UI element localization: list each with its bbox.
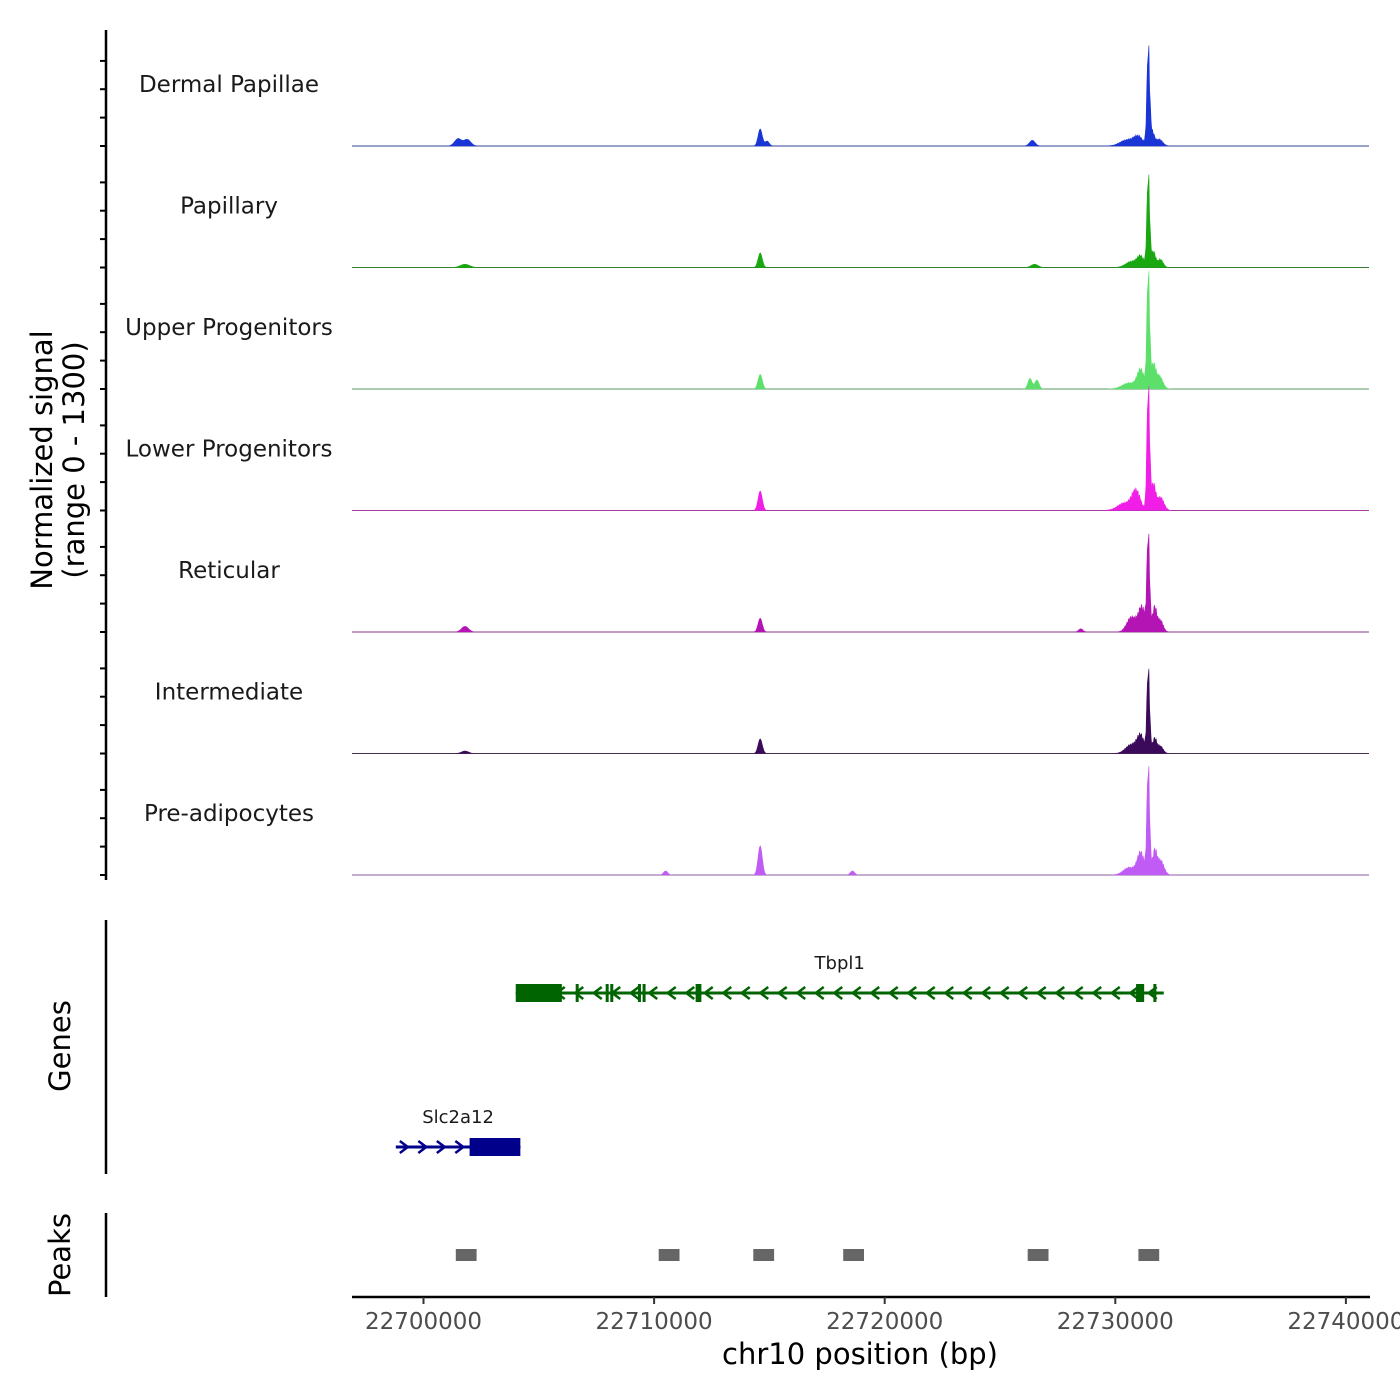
track-label: Dermal Papillae — [139, 72, 319, 98]
peak-region — [843, 1249, 864, 1261]
track-label: Intermediate — [155, 680, 303, 706]
coverage-track: Upper Progenitors — [125, 271, 1369, 390]
strand-chevron — [702, 986, 714, 1000]
coverage-area — [352, 45, 1369, 147]
coverage-area — [352, 533, 1369, 633]
x-tick-label: 22730000 — [1057, 1309, 1174, 1335]
strand-chevron — [1109, 986, 1121, 1000]
coverage-track: Papillary — [180, 174, 1369, 268]
coverage-y-ticks — [100, 59, 106, 876]
strand-chevron — [998, 986, 1010, 1000]
gene-name-label: Tbpl1 — [814, 953, 865, 974]
track-label: Pre-adipocytes — [144, 801, 314, 827]
gene-exon — [1153, 984, 1157, 1002]
genes-panel-label: Genes — [43, 1000, 77, 1092]
track-label: Reticular — [178, 558, 280, 584]
strand-chevron — [591, 986, 603, 1000]
strand-chevron — [573, 986, 584, 1000]
coverage-area — [352, 386, 1369, 511]
x-tick-label: 22700000 — [365, 1309, 482, 1335]
strand-chevron — [924, 986, 936, 1000]
coverage-track: Lower Progenitors — [126, 386, 1369, 511]
coverage-area — [352, 271, 1369, 390]
strand-chevron — [1017, 985, 1028, 1001]
strand-chevron — [980, 986, 991, 1000]
strand-chevron — [647, 986, 658, 1000]
strand-chevron — [758, 986, 769, 1000]
coverage-track: Reticular — [178, 533, 1369, 633]
coverage-area — [352, 668, 1369, 754]
gene-exon — [637, 984, 641, 1002]
gene-exon — [575, 984, 579, 1002]
x-axis-ticks: 22700000 22710000 22720000 22730000 22740000 — [365, 1297, 1400, 1335]
coverage-area — [352, 174, 1369, 268]
strand-chevron — [1128, 986, 1139, 1000]
strand-chevron — [399, 1140, 410, 1154]
peak-region — [455, 1249, 477, 1261]
strand-chevron — [665, 986, 677, 1000]
strand-chevron — [1035, 986, 1047, 1000]
strand-chevron — [943, 986, 954, 1000]
gene-exon — [695, 984, 702, 1002]
strand-chevron — [813, 986, 825, 1000]
gene-model: Tbpl1 — [515, 953, 1164, 1002]
gene-model: Slc2a12 — [395, 1107, 521, 1156]
strand-chevron — [1091, 986, 1102, 1000]
strand-chevron — [832, 986, 843, 1000]
x-tick-label: 22740000 — [1287, 1309, 1400, 1335]
coverage-area — [352, 766, 1369, 876]
peak-region — [1138, 1249, 1160, 1261]
coverage-track: Intermediate — [155, 668, 1369, 754]
strand-chevron — [684, 986, 695, 1000]
coverage-ylabel-line1: Normalized signal — [25, 330, 59, 589]
strand-chevron — [776, 986, 788, 1000]
strand-chevron — [795, 986, 806, 1000]
coverage-ylabel-line2: (range 0 - 1300) — [57, 341, 91, 578]
strand-chevron — [454, 1140, 466, 1154]
strand-chevron — [961, 986, 973, 1000]
peak-region — [658, 1249, 680, 1261]
track-label: Papillary — [180, 194, 278, 220]
gene-exon — [610, 984, 614, 1002]
gene-exon — [515, 984, 562, 1002]
strand-chevron — [1072, 986, 1084, 1000]
track-label: Lower Progenitors — [126, 437, 333, 463]
strand-chevron — [869, 986, 880, 1000]
strand-chevron — [1054, 986, 1065, 1000]
strand-chevron — [721, 986, 732, 1000]
peak-regions — [455, 1249, 1160, 1261]
x-tick-label: 22720000 — [826, 1309, 943, 1335]
coverage-track: Pre-adipocytes — [144, 766, 1369, 876]
gene-exon — [605, 984, 609, 1002]
gene-exon — [1136, 984, 1145, 1002]
strand-chevron — [417, 1140, 429, 1154]
gene-name-label: Slc2a12 — [422, 1107, 494, 1128]
x-axis-title: chr10 position (bp) — [722, 1337, 998, 1371]
strand-chevron — [887, 986, 899, 1000]
x-tick-label: 22710000 — [596, 1309, 713, 1335]
coverage-track: Dermal Papillae — [139, 45, 1369, 147]
strand-chevron — [436, 1140, 447, 1154]
track-label: Upper Progenitors — [125, 315, 333, 341]
peak-region — [1027, 1249, 1049, 1261]
gene-models: Tbpl1 Slc2a12 — [395, 953, 1164, 1156]
strand-chevron — [906, 986, 917, 1000]
coverage-tracks: Dermal Papillae Papillary Upper Progenitor… — [125, 45, 1369, 876]
strand-chevron — [739, 986, 751, 1000]
strand-chevron — [628, 986, 640, 1000]
peaks-panel-label: Peaks — [43, 1213, 77, 1297]
gene-exon — [642, 984, 646, 1002]
strand-chevron — [850, 986, 862, 1000]
gene-exon — [469, 1138, 521, 1156]
peak-region — [753, 1249, 775, 1261]
